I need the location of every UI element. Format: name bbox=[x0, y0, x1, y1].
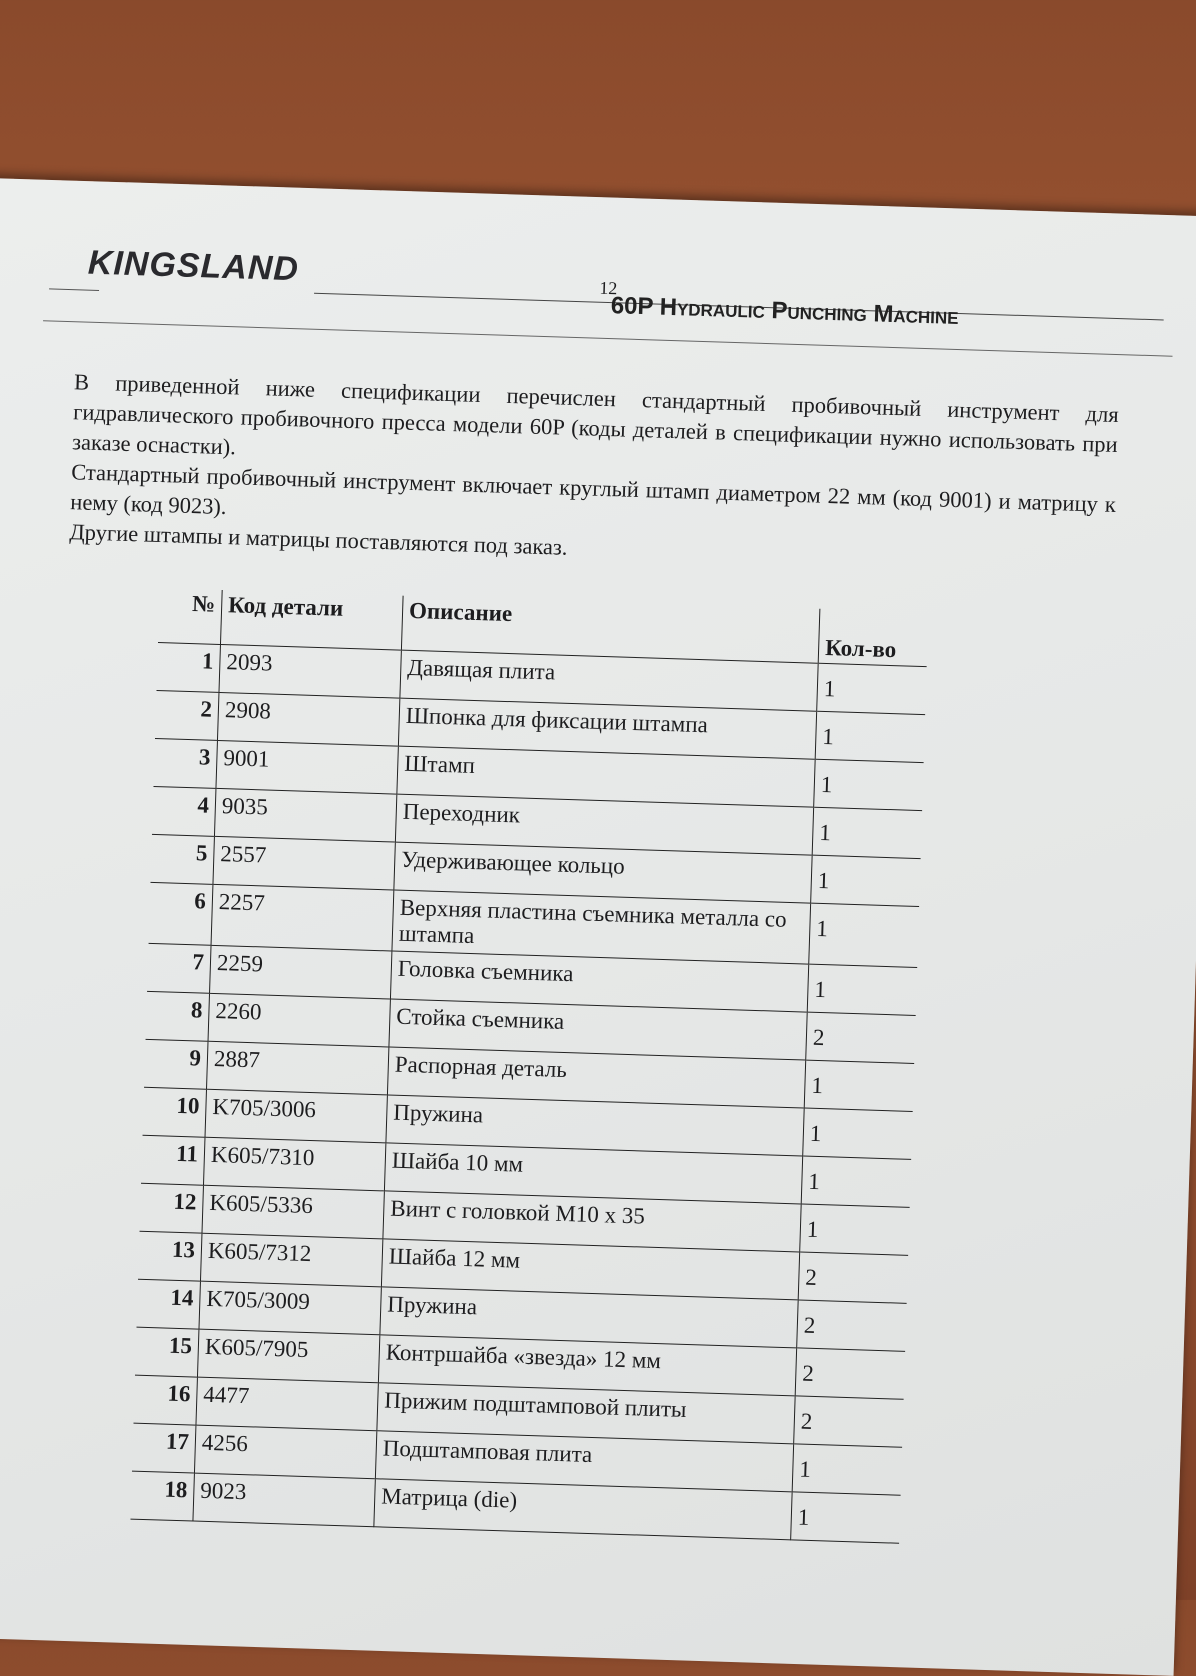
cell-number: 3 bbox=[153, 738, 218, 789]
cell-quantity: 1 bbox=[813, 759, 924, 811]
cell-code: 2257 bbox=[211, 884, 394, 952]
cell-code: 4477 bbox=[195, 1377, 379, 1431]
cell-code: 9001 bbox=[215, 740, 399, 795]
cell-code: K605/5336 bbox=[201, 1185, 385, 1239]
cell-number: 17 bbox=[131, 1423, 196, 1474]
cell-quantity: 1 bbox=[816, 663, 927, 715]
cell-code: 2887 bbox=[206, 1041, 389, 1095]
cell-number: 6 bbox=[148, 882, 213, 946]
intro-text: В приведенной ниже спецификации перечисл… bbox=[69, 367, 1119, 580]
cell-number: 14 bbox=[136, 1279, 201, 1330]
cell-number: 18 bbox=[130, 1471, 195, 1522]
cell-number: 5 bbox=[150, 834, 215, 885]
header-quantity: Кол-во bbox=[824, 634, 897, 663]
cell-quantity: 1 bbox=[810, 855, 921, 907]
cell-code: 2908 bbox=[217, 692, 400, 747]
cell-number: 2 bbox=[154, 690, 219, 741]
cell-quantity: 1 bbox=[807, 964, 918, 1016]
cell-number: 1 bbox=[156, 642, 221, 693]
cell-code: 2260 bbox=[208, 993, 391, 1047]
cell-quantity: 1 bbox=[790, 1491, 901, 1544]
divider bbox=[43, 320, 1173, 357]
cell-number: 13 bbox=[138, 1231, 202, 1282]
cell-code: K705/3009 bbox=[198, 1281, 382, 1335]
cell-code: 2259 bbox=[209, 945, 392, 999]
cell-code: 9023 bbox=[192, 1473, 376, 1527]
document-content: KINGSLAND 12 60P Hydraulic Punching Mach… bbox=[43, 243, 1173, 1544]
cell-quantity: 1 bbox=[815, 711, 926, 763]
cell-quantity: 2 bbox=[795, 1347, 906, 1400]
cell-quantity: 2 bbox=[798, 1251, 909, 1304]
header-code: Код детали bbox=[220, 590, 404, 651]
cell-quantity: 2 bbox=[793, 1395, 904, 1448]
cell-number: 7 bbox=[147, 943, 212, 994]
cell-code: K605/7310 bbox=[203, 1137, 386, 1191]
cell-code: 9035 bbox=[214, 788, 397, 843]
parts-table: № Код детали Описание Кол-во 1 2093 Давяща… bbox=[130, 588, 928, 1544]
cell-code: K605/7312 bbox=[200, 1233, 383, 1287]
cell-quantity: 1 bbox=[802, 1108, 913, 1160]
cell-quantity: 1 bbox=[812, 807, 923, 859]
cell-code: K605/7905 bbox=[197, 1329, 380, 1383]
cell-number: 8 bbox=[145, 991, 210, 1042]
cell-quantity: 1 bbox=[808, 903, 920, 968]
kingsland-logo: KINGSLAND bbox=[87, 243, 300, 289]
cell-code: 2093 bbox=[218, 644, 402, 699]
cell-quantity: 1 bbox=[804, 1060, 915, 1112]
cell-quantity: 2 bbox=[796, 1299, 907, 1352]
cell-number: 9 bbox=[144, 1039, 209, 1090]
cell-number: 4 bbox=[151, 786, 216, 837]
cell-number: 15 bbox=[134, 1327, 199, 1378]
cell-quantity: 2 bbox=[805, 1012, 916, 1064]
header-number: № bbox=[158, 588, 223, 645]
cell-number: 12 bbox=[139, 1183, 204, 1234]
cell-quantity: 1 bbox=[801, 1156, 912, 1208]
divider bbox=[49, 288, 100, 291]
cell-number: 10 bbox=[142, 1087, 207, 1138]
cell-code: 4256 bbox=[194, 1425, 377, 1479]
cell-number: 11 bbox=[141, 1135, 205, 1186]
cell-quantity: 1 bbox=[792, 1443, 903, 1496]
cell-number: 16 bbox=[133, 1375, 198, 1426]
cell-code: K705/3006 bbox=[204, 1089, 388, 1143]
page-title: 60P Hydraulic Punching Machine bbox=[610, 292, 960, 330]
cell-code: 2557 bbox=[212, 836, 396, 891]
cell-quantity: 1 bbox=[799, 1203, 910, 1256]
